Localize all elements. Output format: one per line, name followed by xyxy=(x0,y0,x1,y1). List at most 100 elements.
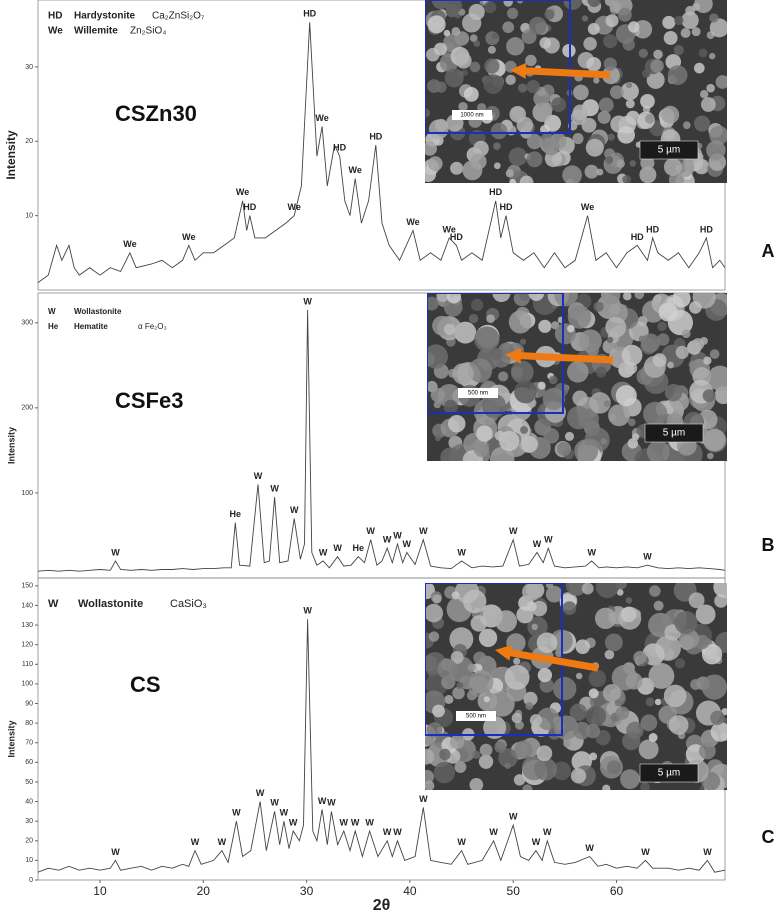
sem-grain xyxy=(490,347,503,360)
sem-grain xyxy=(478,754,494,769)
sem-grain xyxy=(520,425,528,434)
phase-formula: α Fe₂O₃ xyxy=(138,322,167,331)
sem-grain xyxy=(469,778,484,790)
sem-grain xyxy=(542,387,565,411)
sem-grain xyxy=(497,371,509,382)
sem-grain xyxy=(520,338,527,345)
peak-label: W xyxy=(351,817,360,827)
sem-grain xyxy=(449,627,474,652)
sem-grain xyxy=(493,142,501,150)
sem-grain xyxy=(653,49,663,60)
sem-grain xyxy=(427,296,439,311)
sem-grain xyxy=(557,441,571,456)
peak-label: W xyxy=(327,798,336,808)
sem-grain xyxy=(707,452,714,460)
sem-grain xyxy=(638,739,659,760)
sem-grain xyxy=(483,74,504,95)
y-tick-label: 130 xyxy=(21,622,33,629)
y-axis-label: Intensity xyxy=(6,427,16,464)
sem-grain xyxy=(536,632,558,653)
sem-grain xyxy=(486,314,495,324)
peak-label: W xyxy=(191,837,200,847)
sem-grain xyxy=(622,293,632,301)
peak-label: W xyxy=(643,552,652,562)
sem-grain xyxy=(601,293,621,305)
y-tick-label: 100 xyxy=(21,681,33,688)
phase-code: W xyxy=(48,307,56,316)
sem-grain xyxy=(563,0,583,10)
peak-label: W xyxy=(290,505,299,515)
sem-grain xyxy=(567,305,592,329)
sem-grain xyxy=(427,156,443,172)
sem-grain xyxy=(654,698,662,706)
sem-grain xyxy=(709,13,719,23)
sem-grain xyxy=(573,84,589,101)
sem-grain xyxy=(661,105,680,124)
y-tick-label: 90 xyxy=(25,700,33,707)
arrow-head xyxy=(505,347,522,364)
sem-grain xyxy=(616,588,624,596)
sem-grain xyxy=(484,1,497,14)
peak-label: W xyxy=(289,817,298,827)
sem-grain xyxy=(581,583,594,595)
sem-grain xyxy=(444,694,454,705)
sem-grain xyxy=(646,70,665,89)
sem-grain xyxy=(626,721,644,740)
peak-label: W xyxy=(393,827,402,837)
sem-grain xyxy=(663,684,687,708)
sem-grain xyxy=(473,651,487,665)
sem-grain xyxy=(628,21,640,33)
peak-label: W xyxy=(254,471,263,481)
peak-label: W xyxy=(280,808,289,818)
peak-label: HD xyxy=(303,9,316,19)
sem-grain xyxy=(434,435,441,442)
sem-grain xyxy=(494,741,506,753)
sem-grain xyxy=(645,697,655,707)
y-tick-label: 50 xyxy=(25,779,33,786)
sem-grain xyxy=(432,594,442,604)
sem-grain xyxy=(702,389,716,403)
sem-grain xyxy=(675,345,689,359)
sem-grain xyxy=(606,760,621,775)
sem-grain xyxy=(622,175,632,183)
peak-label: W xyxy=(366,526,375,536)
y-tick-label: 140 xyxy=(21,602,33,609)
sem-grain xyxy=(470,615,487,632)
sem-grain xyxy=(522,583,541,602)
sem-grain xyxy=(525,702,534,710)
phase-name: Wollastonite xyxy=(74,307,122,316)
sem-grain xyxy=(447,414,466,433)
sem-grain xyxy=(604,148,616,160)
sem-grain xyxy=(471,298,484,312)
sem-grain xyxy=(541,102,553,115)
sem-grain xyxy=(663,31,678,45)
sem-grain xyxy=(713,583,727,598)
sem-grain xyxy=(529,714,543,727)
sem-grain xyxy=(691,27,701,37)
y-tick-label: 70 xyxy=(25,740,33,747)
sem-grain xyxy=(505,125,517,136)
sem-grain xyxy=(514,740,533,759)
sem-grain xyxy=(572,133,584,145)
sem-grain xyxy=(516,116,534,134)
sem-grain xyxy=(709,18,727,38)
x-tick-label: 50 xyxy=(507,884,521,898)
sem-grain xyxy=(483,696,490,703)
sem-grain xyxy=(693,62,705,74)
sem-grain xyxy=(629,160,636,167)
sem-grain xyxy=(609,0,622,13)
sem-grain xyxy=(706,140,726,160)
scale-box xyxy=(644,423,704,443)
sem-grain xyxy=(543,427,560,444)
arrow-shaft xyxy=(506,648,599,672)
sample-name: CSFe3 xyxy=(115,388,183,413)
x-tick-label: 10 xyxy=(93,884,107,898)
y-tick-label: 0 xyxy=(29,877,33,884)
sem-grain xyxy=(586,56,602,72)
sem-grain xyxy=(573,721,591,740)
sem-grain xyxy=(436,293,450,302)
sem-image: 1000 nm 5 µm xyxy=(425,0,727,183)
sem-grain xyxy=(451,27,461,36)
sem-grain xyxy=(554,293,578,307)
